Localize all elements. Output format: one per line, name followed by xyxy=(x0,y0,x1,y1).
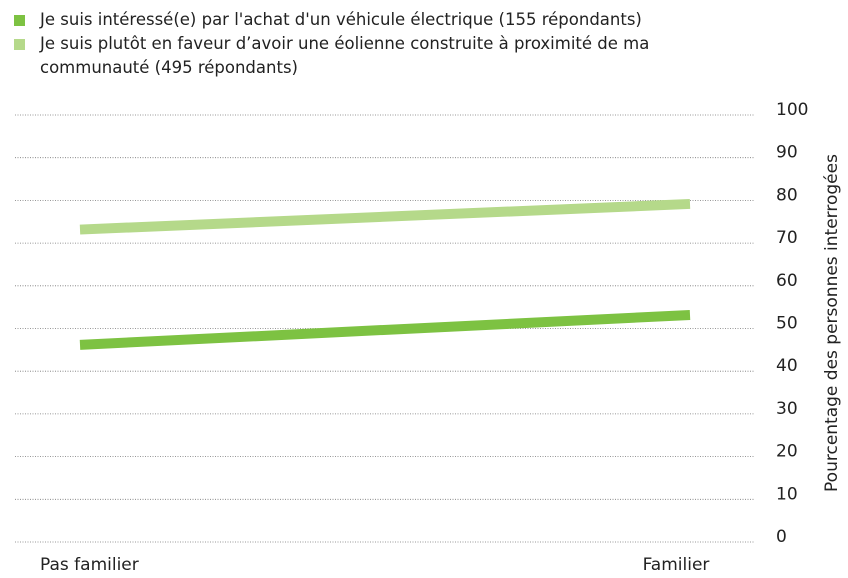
y-tick-label: 80 xyxy=(776,185,798,205)
y-tick-label: 50 xyxy=(776,314,798,334)
legend-label: Je suis plutôt en faveur d’avoir une éol… xyxy=(40,34,650,77)
y-tick-label: 60 xyxy=(776,271,798,291)
y-tick-label: 10 xyxy=(776,484,798,504)
y-tick-label: 30 xyxy=(776,399,798,419)
series-line xyxy=(79,198,691,235)
legend: Je suis intéressé(e) par l'achat d'un vé… xyxy=(14,8,664,80)
legend-swatch xyxy=(14,39,25,50)
legend-item: Je suis intéressé(e) par l'achat d'un vé… xyxy=(14,8,664,32)
y-tick-label: 20 xyxy=(776,442,798,462)
y-tick-label: 100 xyxy=(776,100,808,120)
y-tick-label: 40 xyxy=(776,356,798,376)
y-tick-label: 70 xyxy=(776,228,798,248)
series-line xyxy=(79,309,691,350)
x-tick-label: Familier xyxy=(643,555,710,575)
y-tick-label: 0 xyxy=(776,527,787,547)
y-tick-label: 90 xyxy=(776,143,798,163)
legend-swatch xyxy=(14,15,25,26)
x-tick-label: Pas familier xyxy=(40,555,139,575)
legend-item: Je suis plutôt en faveur d’avoir une éol… xyxy=(14,32,664,80)
y-axis-label: Pourcentage des personnes interrogées xyxy=(822,154,842,492)
legend-label: Je suis intéressé(e) par l'achat d'un vé… xyxy=(40,10,642,29)
